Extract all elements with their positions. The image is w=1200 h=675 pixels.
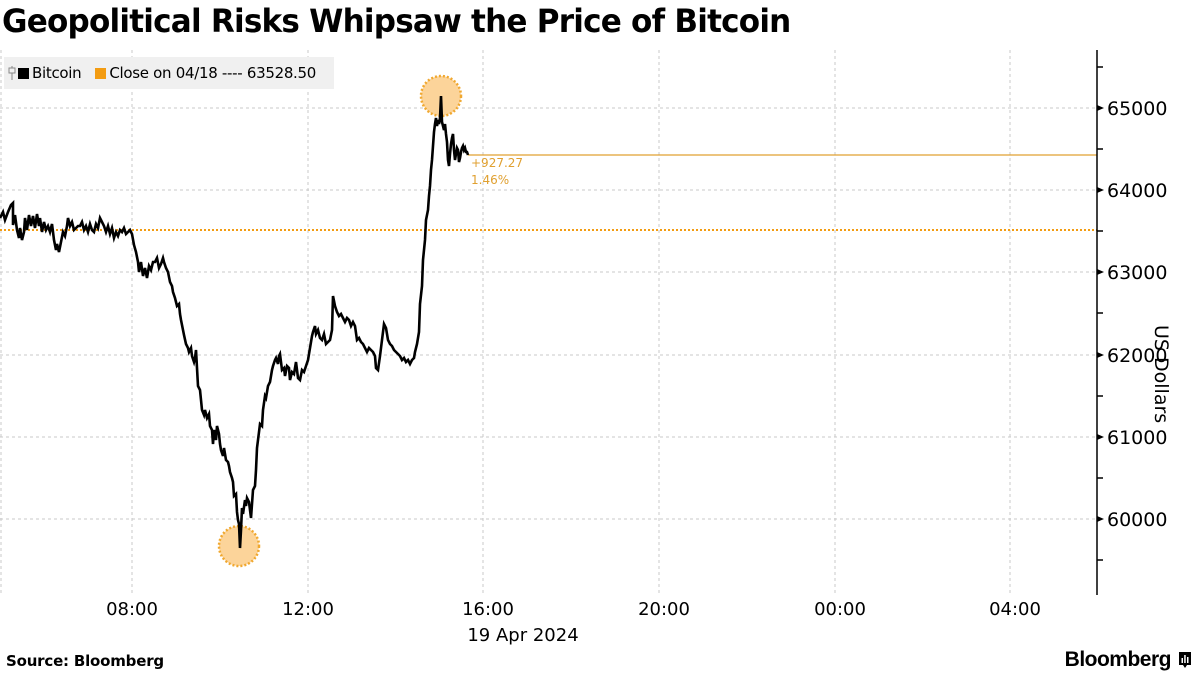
horizontal-gridlines xyxy=(0,107,1097,520)
y-axis-labels: 65000 64000 63000 62000 61000 60000 xyxy=(1107,98,1167,531)
y-tick-label: 64000 xyxy=(1107,180,1167,202)
x-tick-label: 20:00 xyxy=(638,599,690,620)
legend-item-bitcoin: Bitcoin xyxy=(8,64,82,82)
close-swatch xyxy=(95,67,107,79)
y-axis-tick-markers xyxy=(1097,105,1104,522)
chart-title: Geopolitical Risks Whipsaw the Price of … xyxy=(2,2,791,40)
source-note: Source: Bloomberg xyxy=(6,652,164,670)
bitcoin-swatch xyxy=(18,67,29,79)
change-absolute: +927.27 xyxy=(471,156,523,170)
x-axis-labels: 08:00 12:00 16:00 20:00 00:00 04:00 19 A… xyxy=(106,599,1041,646)
x-tick-label: 16:00 xyxy=(462,599,514,620)
legend-label-bitcoin: Bitcoin xyxy=(32,64,82,82)
brand-wordmark: Bloomberg xyxy=(1064,648,1172,671)
bloomberg-logo-icon xyxy=(1179,652,1191,668)
x-tick-label: 00:00 xyxy=(814,599,866,620)
candlestick-icon xyxy=(8,66,16,80)
x-axis-date-label: 19 Apr 2024 xyxy=(467,625,578,646)
bloomberg-brand: Bloomberg xyxy=(1065,648,1192,672)
legend-label-close: Close on 04/18 ---- 63528.50 xyxy=(109,64,317,82)
legend-item-close: Close on 04/18 ---- 63528.50 xyxy=(93,64,316,82)
y-tick-label: 62000 xyxy=(1107,345,1167,367)
x-tick-label: 12:00 xyxy=(282,599,334,620)
x-tick-label: 04:00 xyxy=(989,599,1041,620)
y-tick-label: 65000 xyxy=(1107,98,1167,120)
y-tick-label: 63000 xyxy=(1107,262,1167,284)
change-percent: 1.46% xyxy=(471,173,509,187)
x-tick-label: 08:00 xyxy=(106,599,158,620)
y-axis xyxy=(1096,50,1103,595)
chart-legend: Bitcoin Close on 04/18 ---- 63528.50 xyxy=(4,57,335,89)
bitcoin-price-line xyxy=(0,95,470,549)
vertical-gridlines xyxy=(0,50,1011,595)
y-tick-label: 61000 xyxy=(1107,427,1167,449)
change-annotation: +927.27 1.46% xyxy=(471,156,523,187)
y-axis-title: US Dollars xyxy=(1150,325,1172,424)
y-tick-label: 60000 xyxy=(1107,509,1167,531)
